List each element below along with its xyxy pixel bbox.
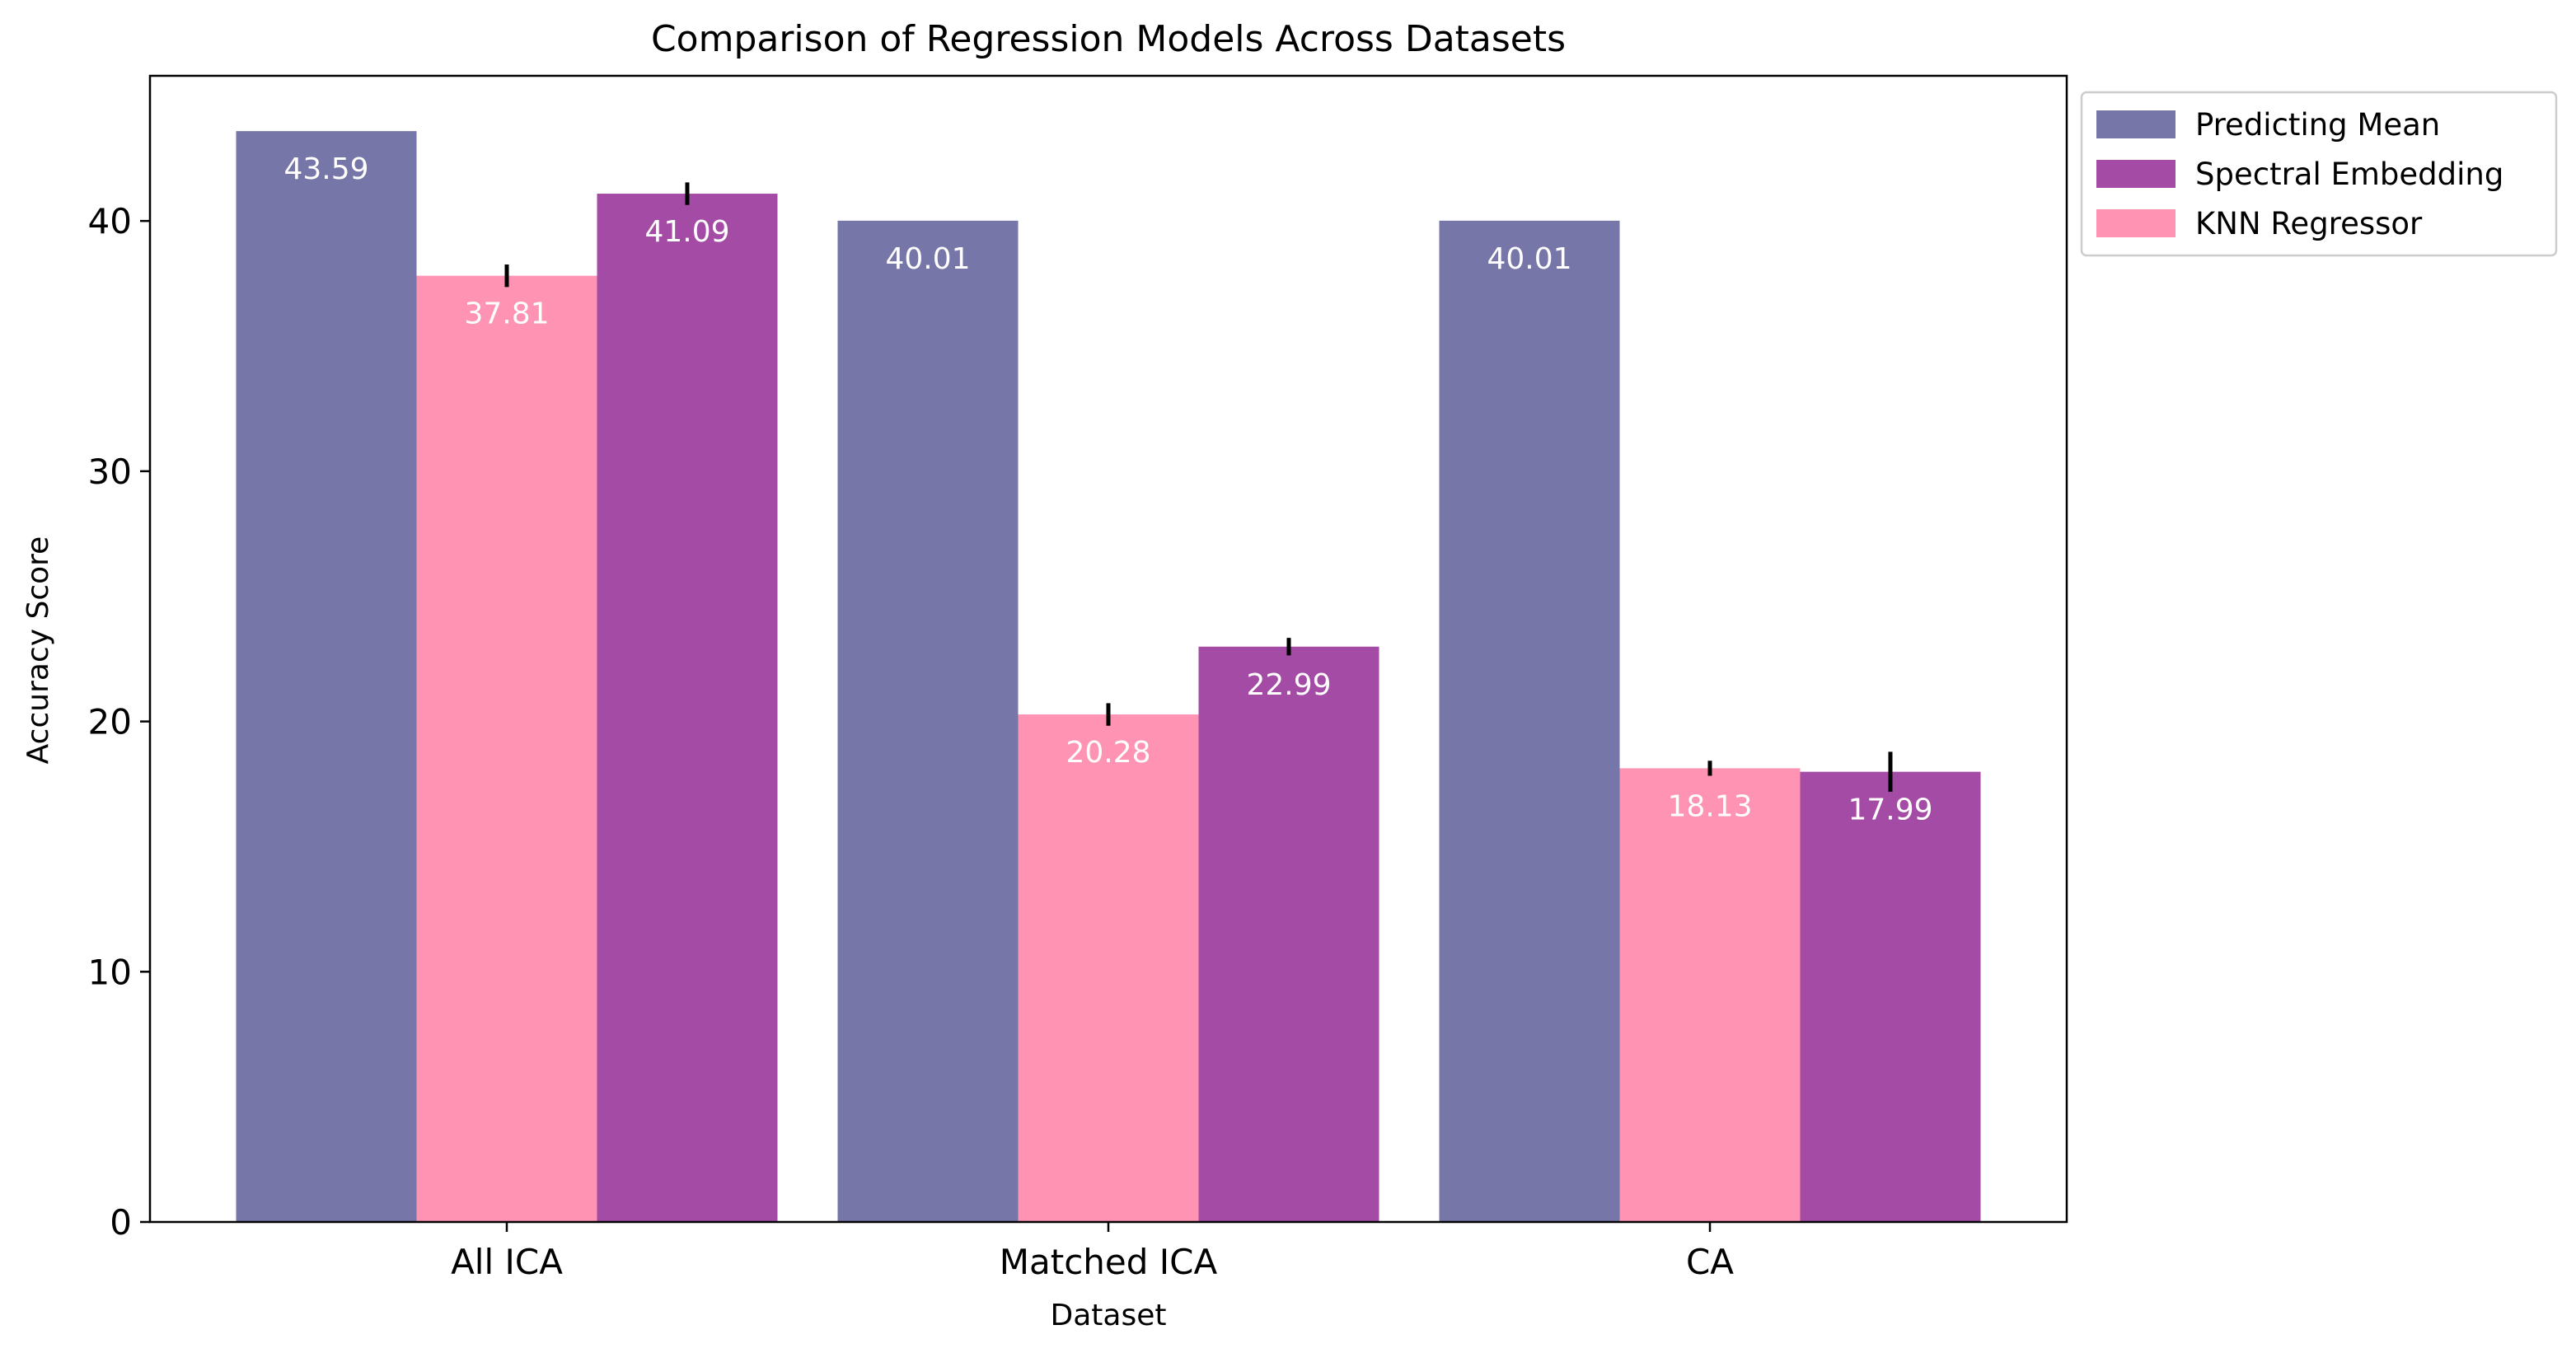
legend-swatch [2096, 110, 2176, 138]
data-label: 22.99 [1246, 668, 1331, 702]
y-tick-label: 10 [88, 952, 132, 992]
legend-swatch [2096, 160, 2176, 188]
bar-spectral-embedding [1198, 646, 1379, 1222]
data-label: 37.81 [464, 297, 549, 331]
y-tick-label: 20 [88, 702, 132, 742]
legend-label: Spectral Embedding [2195, 157, 2503, 192]
legend-swatch [2096, 209, 2176, 237]
chart-title: Comparison of Regression Models Across D… [651, 18, 1566, 60]
y-axis-label: Accuracy Score [21, 536, 55, 765]
y-tick-label: 0 [110, 1202, 132, 1243]
bar-knn-regressor [1018, 714, 1199, 1222]
y-tick-label: 40 [88, 201, 132, 241]
bar-predicting-mean [837, 220, 1019, 1222]
data-label: 17.99 [1848, 794, 1932, 827]
x-axis-label: Dataset [1051, 1299, 1167, 1332]
data-label: 18.13 [1667, 789, 1752, 823]
x-tick-label: All ICA [451, 1242, 563, 1282]
legend-label: KNN Regressor [2195, 206, 2423, 241]
legend: Predicting Mean Spectral Embedding KNN Reg… [2080, 91, 2558, 257]
plot-area: 43.59 37.81 41.09 40.01 20.28 22.99 40.01 18.13… [88, 74, 2068, 1282]
bar-spectral-embedding [1800, 771, 1981, 1222]
data-label: 40.01 [1487, 242, 1571, 276]
data-label: 40.01 [885, 242, 970, 276]
bar-predicting-mean [236, 131, 417, 1222]
bar-knn-regressor [416, 275, 597, 1222]
data-label: 41.09 [644, 215, 729, 249]
legend-frame [2080, 91, 2558, 257]
x-tick-label: CA [1686, 1242, 1734, 1282]
bar-predicting-mean [1439, 220, 1620, 1222]
legend-label: Predicting Mean [2195, 107, 2440, 143]
y-tick-label: 30 [88, 452, 132, 492]
x-tick-label: Matched ICA [1000, 1242, 1218, 1282]
data-label: 20.28 [1066, 736, 1150, 770]
data-label: 43.59 [283, 152, 368, 186]
bar-spectral-embedding [597, 194, 778, 1223]
bar-knn-regressor [1619, 768, 1801, 1222]
